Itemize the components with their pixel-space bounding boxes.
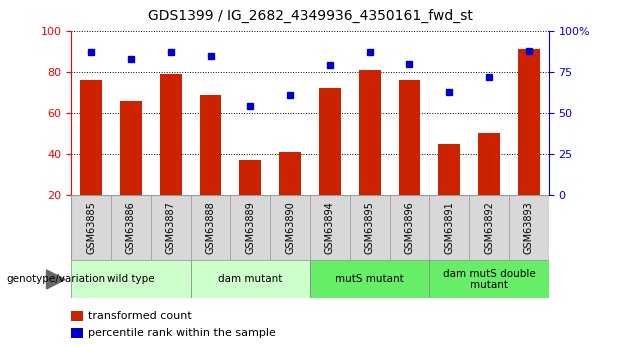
Bar (399, 80, 420, 195)
Text: dam mutS double
mutant: dam mutS double mutant (443, 269, 536, 290)
Text: GSM63892: GSM63892 (484, 201, 494, 254)
Bar (71, 195, 111, 260)
Text: percentile rank within the sample: percentile rank within the sample (89, 328, 277, 338)
Bar (359, 70, 381, 195)
Text: GSM63893: GSM63893 (524, 201, 534, 254)
Bar (429, 260, 549, 298)
Bar (438, 144, 460, 195)
Bar (71, 328, 82, 338)
Text: GSM63894: GSM63894 (325, 201, 335, 254)
Text: GSM63888: GSM63888 (206, 201, 216, 254)
Polygon shape (46, 270, 65, 289)
Text: dam mutant: dam mutant (218, 275, 283, 284)
Bar (518, 49, 540, 195)
Text: GSM63895: GSM63895 (365, 201, 374, 254)
Text: GSM63890: GSM63890 (285, 201, 295, 254)
Bar (190, 260, 310, 298)
Text: genotype/variation: genotype/variation (6, 275, 105, 284)
Bar (270, 195, 310, 260)
Bar (111, 195, 151, 260)
Bar (71, 260, 190, 298)
Bar (151, 195, 191, 260)
Bar (279, 152, 301, 195)
Bar (389, 195, 429, 260)
Text: GSM63889: GSM63889 (246, 201, 255, 254)
Bar (231, 195, 270, 260)
Text: GSM63886: GSM63886 (126, 201, 136, 254)
Text: GSM63885: GSM63885 (86, 201, 96, 254)
Bar (478, 134, 500, 195)
Bar (319, 88, 341, 195)
Text: GSM63896: GSM63896 (404, 201, 414, 254)
Bar (71, 310, 82, 321)
Text: transformed count: transformed count (89, 311, 192, 321)
Bar (350, 195, 389, 260)
Bar (120, 101, 142, 195)
Text: GSM63891: GSM63891 (445, 201, 454, 254)
Bar (200, 95, 221, 195)
Bar (80, 80, 102, 195)
Text: GSM63887: GSM63887 (166, 201, 175, 254)
Bar (429, 195, 469, 260)
Bar (239, 160, 261, 195)
Bar (310, 260, 429, 298)
Bar (310, 195, 350, 260)
Text: GDS1399 / IG_2682_4349936_4350161_fwd_st: GDS1399 / IG_2682_4349936_4350161_fwd_st (148, 9, 472, 23)
Bar (469, 195, 509, 260)
Text: mutS mutant: mutS mutant (335, 275, 404, 284)
Bar (509, 195, 549, 260)
Bar (160, 74, 182, 195)
Bar (190, 195, 231, 260)
Text: wild type: wild type (107, 275, 155, 284)
